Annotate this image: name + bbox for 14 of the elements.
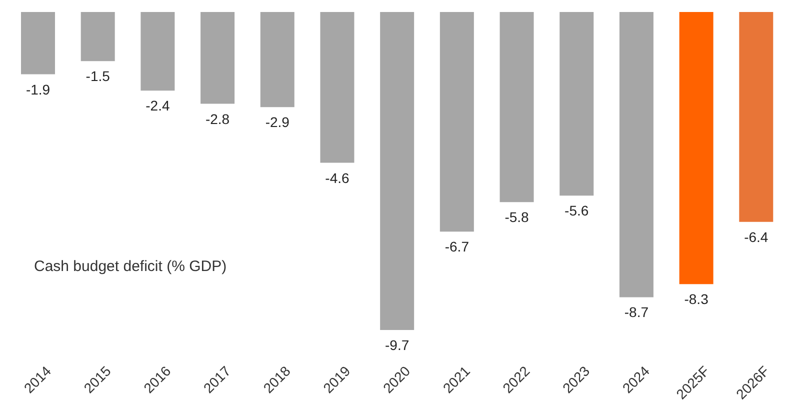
data-label: -6.7: [444, 238, 470, 255]
data-label: -2.8: [205, 110, 230, 127]
data-label: -5.6: [564, 202, 589, 219]
data-label: -2.9: [265, 114, 290, 130]
data-label: -6.4: [744, 228, 768, 245]
data-label: -1.9: [26, 81, 50, 98]
data-label: -1.5: [86, 68, 110, 84]
data-label: -2.4: [146, 98, 170, 114]
data-label: -8.3: [684, 291, 709, 308]
data-label: -4.6: [325, 170, 350, 186]
data-label: -5.8: [504, 209, 530, 226]
data-label: -8.7: [624, 304, 649, 320]
data-label: -9.7: [385, 337, 410, 353]
annotation: Cash budget deficit (% GDP): [34, 258, 227, 275]
